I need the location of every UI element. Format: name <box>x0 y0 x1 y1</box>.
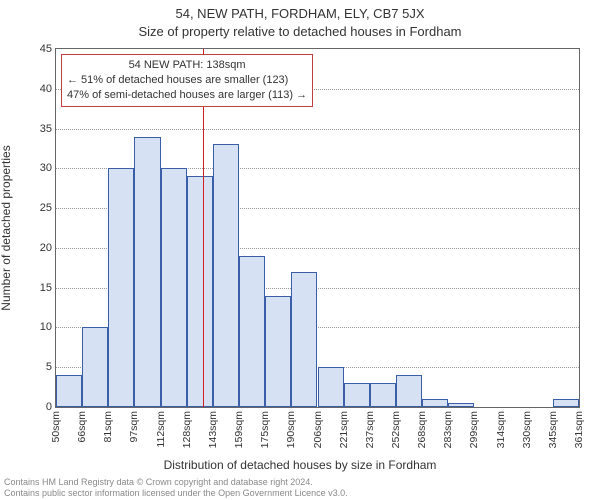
y-tick-label: 5 <box>26 361 52 373</box>
histogram-bar <box>396 375 422 407</box>
histogram-bar <box>370 383 396 407</box>
x-tick-label: 97sqm <box>128 411 140 443</box>
footer-line1: Contains HM Land Registry data © Crown c… <box>4 477 348 487</box>
x-axis-label: Distribution of detached houses by size … <box>0 458 600 472</box>
x-tick-label: 206sqm <box>312 411 324 448</box>
chart-title-line1: 54, NEW PATH, FORDHAM, ELY, CB7 5JX <box>0 6 600 21</box>
histogram-bar <box>56 375 82 407</box>
x-tick-label: 190sqm <box>285 411 297 448</box>
y-tick-label: 20 <box>26 242 52 254</box>
x-tick-label: 128sqm <box>181 411 193 448</box>
x-tick-label: 175sqm <box>259 411 271 448</box>
annotation-box: 54 NEW PATH: 138sqm← 51% of detached hou… <box>61 54 313 107</box>
y-tick-label: 30 <box>26 162 52 174</box>
x-tick-label: 81sqm <box>102 411 114 443</box>
x-tick-label: 268sqm <box>416 411 428 448</box>
footer-attribution: Contains HM Land Registry data © Crown c… <box>4 477 348 498</box>
x-tick-label: 50sqm <box>50 411 62 443</box>
histogram-bar <box>344 383 370 407</box>
histogram-bar <box>239 256 265 407</box>
x-tick-label: 66sqm <box>76 411 88 443</box>
x-tick-label: 361sqm <box>573 411 585 448</box>
histogram-bar <box>82 327 108 407</box>
annotation-line: 47% of semi-detached houses are larger (… <box>67 88 307 103</box>
chart-title-line2: Size of property relative to detached ho… <box>0 24 600 39</box>
y-tick-label: 35 <box>26 123 52 135</box>
histogram-bar <box>187 176 213 407</box>
x-tick-label: 143sqm <box>207 411 219 448</box>
histogram-bar <box>318 367 344 407</box>
x-tick-label: 237sqm <box>364 411 376 448</box>
y-tick-label: 25 <box>26 202 52 214</box>
x-tick-label: 330sqm <box>521 411 533 448</box>
x-tick-label: 299sqm <box>468 411 480 448</box>
x-tick-label: 252sqm <box>390 411 402 448</box>
y-tick-label: 45 <box>26 43 52 55</box>
histogram-bar <box>265 296 291 407</box>
y-tick-label: 15 <box>26 282 52 294</box>
x-tick-label: 345sqm <box>547 411 559 448</box>
x-tick-label: 283sqm <box>442 411 454 448</box>
histogram-bar <box>161 168 187 407</box>
histogram-bar <box>291 272 317 407</box>
y-axis-label: Number of detached properties <box>0 145 13 310</box>
annotation-line: ← 51% of detached houses are smaller (12… <box>67 73 307 88</box>
histogram-bar <box>448 403 474 407</box>
x-tick-label: 221sqm <box>338 411 350 448</box>
x-tick-label: 314sqm <box>495 411 507 448</box>
histogram-bar <box>422 399 448 407</box>
annotation-line: 54 NEW PATH: 138sqm <box>67 58 307 73</box>
y-tick-label: 0 <box>26 401 52 413</box>
y-tick-label: 10 <box>26 321 52 333</box>
x-tick-label: 159sqm <box>233 411 245 448</box>
histogram-bar <box>108 168 134 407</box>
chart-root: 54, NEW PATH, FORDHAM, ELY, CB7 5JX Size… <box>0 0 600 500</box>
histogram-bar <box>553 399 579 407</box>
plot-area: 54 NEW PATH: 138sqm← 51% of detached hou… <box>55 48 580 408</box>
gridline <box>56 129 579 130</box>
histogram-bar <box>134 137 160 407</box>
y-tick-label: 40 <box>26 83 52 95</box>
footer-line2: Contains public sector information licen… <box>4 488 348 498</box>
histogram-bar <box>213 144 239 407</box>
x-tick-label: 112sqm <box>155 411 167 448</box>
